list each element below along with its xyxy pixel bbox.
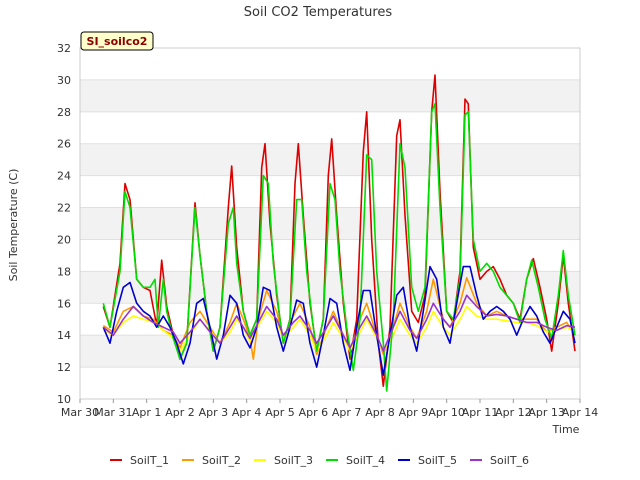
- chart-title: Soil CO2 Temperatures: [244, 5, 393, 20]
- grid-band: [80, 239, 580, 272]
- x-tick-label: Mar 30: [61, 406, 99, 419]
- grid-band: [80, 111, 580, 144]
- site-badge-box: [80, 31, 154, 51]
- legend-label: SoilT_3: [274, 454, 313, 467]
- legend-label: SoilT_6: [490, 454, 529, 467]
- plot-border: [79, 47, 581, 400]
- y-tick-label: 22: [57, 202, 71, 215]
- x-tick-label: Apr 7: [332, 406, 362, 419]
- y-tick-label: 20: [57, 233, 71, 246]
- series-layer: [102, 74, 576, 392]
- x-tick-label: Apr 10: [428, 406, 465, 419]
- x-tick-label: Mar 31: [94, 406, 132, 419]
- x-tick-label: Apr 14: [562, 406, 599, 419]
- y-tick-label: 24: [57, 170, 71, 183]
- y-tick-label: 30: [57, 74, 71, 87]
- grid-band: [80, 79, 580, 112]
- site-badge-label: SI_soilco2: [87, 35, 148, 48]
- grid-band: [80, 367, 580, 399]
- series-line-soilt-3: [102, 305, 576, 352]
- y-tick-label: 28: [57, 106, 71, 119]
- x-tick-label: Apr 2: [165, 406, 195, 419]
- grid-band: [80, 335, 580, 368]
- y-tick-label: 18: [57, 265, 71, 278]
- x-tick-label: Apr 1: [132, 406, 162, 419]
- grid-bands: [80, 47, 580, 400]
- legend-label: SoilT_2: [202, 454, 241, 467]
- x-tick-label: Apr 4: [232, 406, 262, 419]
- legend-label: SoilT_4: [346, 454, 385, 467]
- y-tick-label: 16: [57, 297, 71, 310]
- x-tick-label: Apr 9: [399, 406, 429, 419]
- site-badge: SI_soilco2: [80, 31, 154, 51]
- x-tick-label: Apr 13: [528, 406, 565, 419]
- y-tick-label: 12: [57, 361, 71, 374]
- y-tick-label: 32: [57, 42, 71, 55]
- y-tick-label: 26: [57, 138, 71, 151]
- grid-band: [80, 48, 580, 80]
- legend-label: SoilT_5: [418, 454, 457, 467]
- x-tick-label: Apr 8: [365, 406, 395, 419]
- x-tick-label: Apr 6: [299, 406, 329, 419]
- x-tick-label: Apr 11: [462, 406, 499, 419]
- x-tick-label: Apr 3: [199, 406, 229, 419]
- grid-band: [80, 207, 580, 240]
- x-axis-label: Time: [552, 423, 580, 436]
- x-tick-label: Apr 5: [265, 406, 295, 419]
- y-axis-ticks: 10 12 14 16 18 20 22 24 26 28 30 32: [57, 42, 71, 406]
- y-axis-label: Soil Temperature (C): [7, 169, 20, 282]
- series-line-soilt-5: [102, 265, 576, 376]
- y-tick-label: 10: [57, 393, 71, 406]
- x-tick-label: Apr 12: [495, 406, 532, 419]
- y-tick-label: 14: [57, 329, 71, 342]
- series-line-soilt-6: [102, 294, 576, 352]
- legend-label: SoilT_1: [130, 454, 169, 467]
- legend: SoilT_1 SoilT_2 SoilT_3 SoilT_4 SoilT_5 SoilT…: [110, 454, 529, 467]
